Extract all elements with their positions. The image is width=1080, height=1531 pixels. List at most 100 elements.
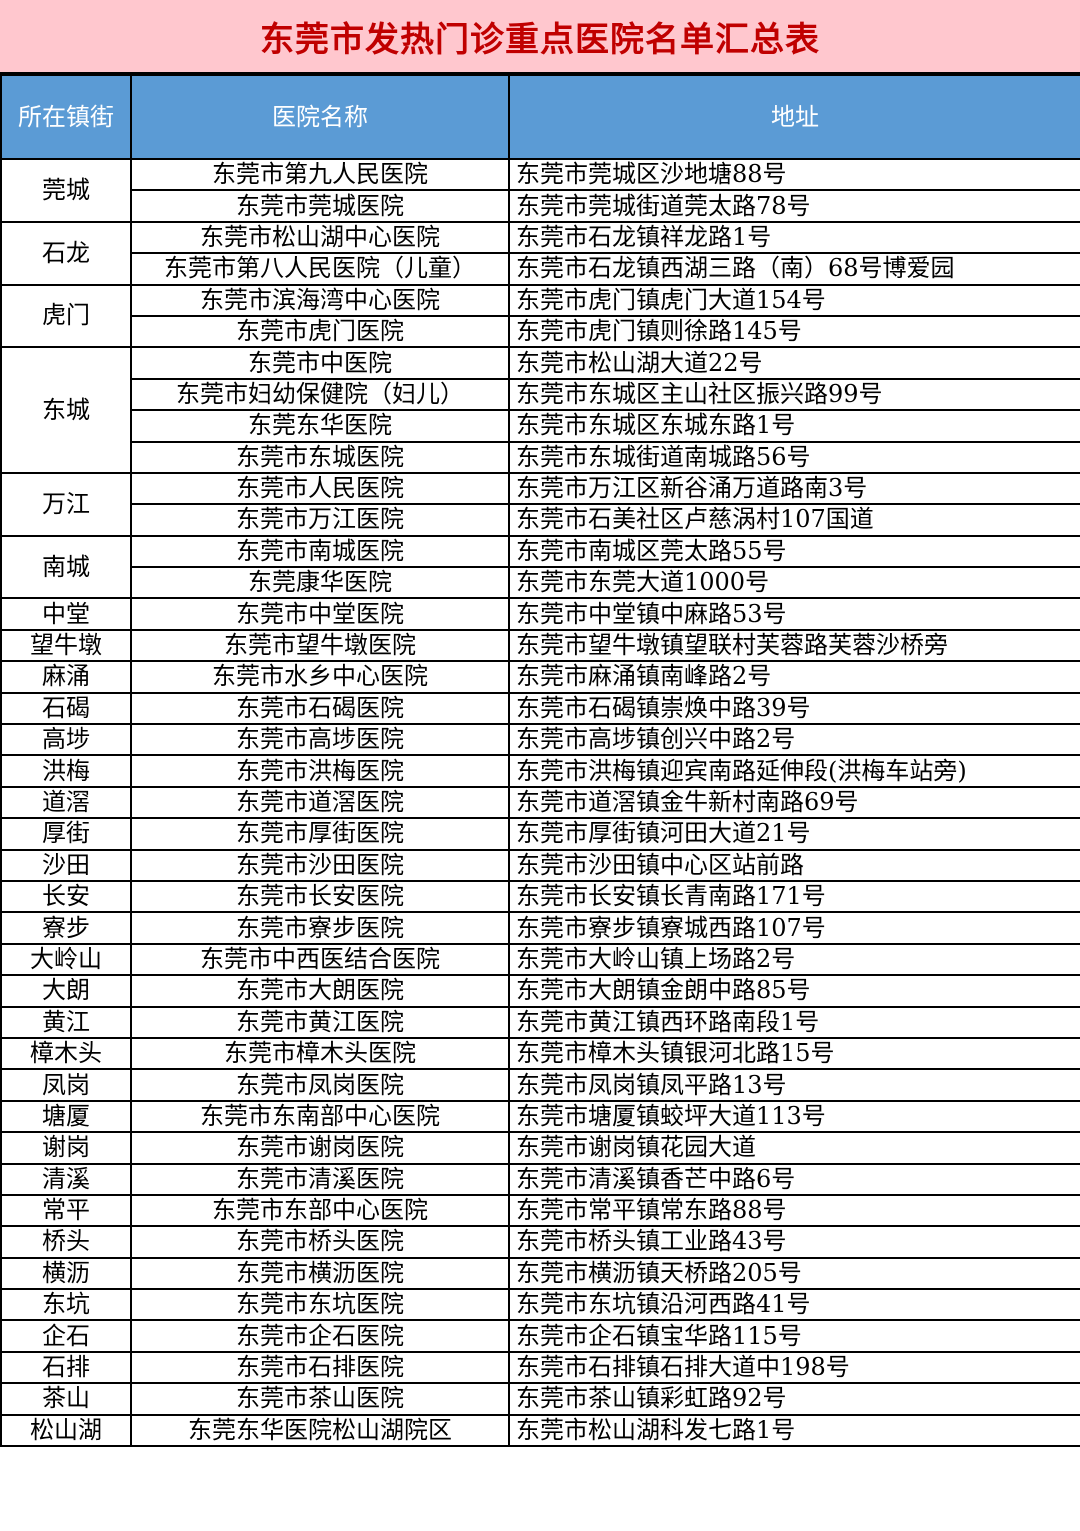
table-row: 横沥 东莞市横沥医院 东莞市横沥镇天桥路205号 <box>0 1256 1080 1291</box>
town-cell: 石龙 <box>0 220 132 286</box>
address-cell: 东莞市道滘镇金牛新村南路69号 <box>508 785 1080 820</box>
town-cell: 清溪 <box>0 1162 132 1196</box>
town-cell: 长安 <box>0 879 132 914</box>
town-cell: 莞城 <box>0 158 132 223</box>
hospital-name-cell: 东莞市莞城医院 <box>130 189 510 223</box>
hospital-name-cell: 东莞东华医院松山湖院区 <box>130 1413 510 1448</box>
town-cell: 茶山 <box>0 1382 132 1416</box>
town-cell: 大岭山 <box>0 942 132 977</box>
table-row: 松山湖 东莞东华医院松山湖院区 东莞市松山湖科发七路1号 <box>0 1413 1080 1448</box>
table-row: 麻涌 东莞市水乡中心医院 东莞市麻涌镇南峰路2号 <box>0 660 1080 694</box>
town-cell: 中堂 <box>0 597 132 631</box>
address-cell: 东莞市莞城区沙地塘88号 <box>508 157 1080 192</box>
address-cell: 东莞市中堂镇中麻路53号 <box>508 597 1080 631</box>
hospital-name-cell: 东莞市石碣医院 <box>130 691 510 726</box>
address-cell: 东莞市清溪镇香芒中路6号 <box>508 1162 1080 1196</box>
table-row: 南城 东莞市南城医院 东莞市南城区莞太路55号 <box>0 534 1080 600</box>
hospital-name-cell: 东莞市道滘医院 <box>130 785 510 820</box>
hospital-name-cell: 东莞市人民医院 <box>130 471 510 506</box>
address-cell: 东莞市黄江镇西环路南段1号 <box>508 1005 1080 1039</box>
address-cell: 东莞市莞城街道莞太路78号 <box>508 189 1080 223</box>
table-row: 道滘 东莞市道滘医院 东莞市道滘镇金牛新村南路69号 <box>0 785 1080 820</box>
table-header-row: 所在镇街 医院名称 地址 <box>0 74 1080 160</box>
hospital-name-cell: 东莞市望牛墩医院 <box>130 628 510 663</box>
address-cell: 东莞市洪梅镇迎宾南路延伸段(洪梅车站旁) <box>508 754 1080 788</box>
hospital-table: 所在镇街 医院名称 地址 莞城 东莞市第九人民医院 东莞市莞城区沙地塘88号 东莞市莞… <box>0 74 1080 1448</box>
town-cell: 寮步 <box>0 911 132 945</box>
hospital-name-cell: 东莞市谢岗医院 <box>130 1131 510 1165</box>
town-cell: 高埗 <box>0 723 132 757</box>
hospital-name-cell: 东莞市石排医院 <box>130 1350 510 1385</box>
table-row: 常平 东莞市东部中心医院 东莞市常平镇常东路88号 <box>0 1193 1080 1228</box>
hospital-name-cell: 东莞市高埗医院 <box>130 723 510 757</box>
address-cell: 东莞市樟木头镇银河北路15号 <box>508 1036 1080 1071</box>
town-cell: 麻涌 <box>0 660 132 694</box>
town-cell: 樟木头 <box>0 1036 132 1071</box>
table-row: 沙田 东莞市沙田医院 东莞市沙田镇中心区站前路 <box>0 848 1080 882</box>
town-cell: 洪梅 <box>0 754 132 788</box>
hospital-name-cell: 东莞市长安医院 <box>130 879 510 914</box>
town-cell: 南城 <box>0 534 132 600</box>
hospital-name-cell: 东莞市第九人民医院 <box>130 157 510 192</box>
table-row: 高埗 东莞市高埗医院 东莞市高埗镇创兴中路2号 <box>0 723 1080 757</box>
address-cell: 东莞市石排镇石排大道中198号 <box>508 1350 1080 1385</box>
page-title: 东莞市发热门诊重点医院名单汇总表 <box>0 0 1080 74</box>
town-cell: 企石 <box>0 1319 132 1353</box>
table-row: 大朗 东莞市大朗医院 东莞市大朗镇金朗中路85号 <box>0 974 1080 1008</box>
hospital-name-cell: 东莞市水乡中心医院 <box>130 660 510 694</box>
hospital-name-cell: 东莞市东南部中心医院 <box>130 1099 510 1134</box>
column-header-hospital-name: 医院名称 <box>130 74 510 160</box>
address-cell: 东莞市万江区新谷涌万道路南3号 <box>508 471 1080 506</box>
town-cell: 石碣 <box>0 691 132 726</box>
table-row: 塘厦 东莞市东南部中心医院 东莞市塘厦镇蛟坪大道113号 <box>0 1099 1080 1134</box>
table-row: 大岭山 东莞市中西医结合医院 东莞市大岭山镇上场路2号 <box>0 942 1080 977</box>
column-header-address: 地址 <box>508 74 1080 160</box>
table-row: 东莞市虎门医院 东莞市虎门镇则徐路145号 <box>1 315 1080 349</box>
address-cell: 东莞市高埗镇创兴中路2号 <box>508 723 1080 757</box>
table-row: 东莞市东城医院 东莞市东城街道南城路56号 <box>1 441 1080 474</box>
address-cell: 东莞市企石镇宝华路115号 <box>508 1319 1080 1353</box>
table-row: 凤岗 东莞市凤岗医院 东莞市凤岗镇凤平路13号 <box>0 1068 1080 1102</box>
town-cell: 谢岗 <box>0 1131 132 1165</box>
address-cell: 东莞市厚街镇河田大道21号 <box>508 817 1080 851</box>
town-cell: 道滘 <box>0 785 132 820</box>
hospital-name-cell: 东莞市沙田医院 <box>130 848 510 882</box>
table-row: 东莞市莞城医院 东莞市莞城街道莞太路78号 <box>1 189 1080 223</box>
town-cell: 万江 <box>0 471 132 537</box>
town-cell: 横沥 <box>0 1256 132 1291</box>
address-cell: 东莞市长安镇长青南路171号 <box>508 879 1080 914</box>
table-row: 茶山 东莞市茶山医院 东莞市茶山镇彩虹路92号 <box>0 1382 1080 1416</box>
table-row: 石龙 东莞市松山湖中心医院 东莞市石龙镇祥龙路1号 <box>0 220 1080 286</box>
table-row: 长安 东莞市长安医院 东莞市长安镇长青南路171号 <box>0 879 1080 914</box>
address-cell: 东莞市石龙镇祥龙路1号 <box>508 220 1080 255</box>
hospital-name-cell: 东莞市东坑医院 <box>130 1288 510 1322</box>
address-cell: 东莞市松山湖科发七路1号 <box>508 1413 1080 1448</box>
table-row: 清溪 东莞市清溪医院 东莞市清溪镇香芒中路6号 <box>0 1162 1080 1196</box>
hospital-name-cell: 东莞市凤岗医院 <box>130 1068 510 1102</box>
hospital-name-cell: 东莞市桥头医院 <box>130 1225 510 1259</box>
address-cell: 东莞市桥头镇工业路43号 <box>508 1225 1080 1259</box>
hospital-name-cell: 东莞市第八人民医院（儿童） <box>130 252 510 286</box>
table-row: 东莞市万江医院 东莞市石美社区卢慈涡村107国道 <box>1 503 1080 537</box>
table-row: 莞城 东莞市第九人民医院 东莞市莞城区沙地塘88号 <box>0 157 1080 223</box>
hospital-name-cell: 东莞市黄江医院 <box>130 1005 510 1039</box>
hospital-name-cell: 东莞市中堂医院 <box>130 597 510 631</box>
hospital-name-cell: 东莞市企石医院 <box>130 1319 510 1353</box>
table-row: 东莞东华医院 东莞市东城区东城东路1号 <box>1 409 1080 443</box>
table-row: 东莞康华医院 东莞市东莞大道1000号 <box>1 566 1080 600</box>
address-cell: 东莞市东城区东城东路1号 <box>508 409 1080 443</box>
address-cell: 东莞市南城区莞太路55号 <box>508 534 1080 569</box>
table-row: 黄江 东莞市黄江医院 东莞市黄江镇西环路南段1号 <box>0 1005 1080 1039</box>
hospital-name-cell: 东莞东华医院 <box>130 409 510 443</box>
address-cell: 东莞市横沥镇天桥路205号 <box>508 1256 1080 1291</box>
address-cell: 东莞市虎门镇则徐路145号 <box>508 315 1080 349</box>
address-cell: 东莞市塘厦镇蛟坪大道113号 <box>508 1099 1080 1134</box>
hospital-name-cell: 东莞市清溪医院 <box>130 1162 510 1196</box>
address-cell: 东莞市望牛墩镇望联村芙蓉路芙蓉沙桥旁 <box>508 628 1080 663</box>
town-cell: 桥头 <box>0 1225 132 1259</box>
table-row: 东坑 东莞市东坑医院 东莞市东坑镇沿河西路41号 <box>0 1288 1080 1322</box>
column-header-town: 所在镇街 <box>0 74 132 160</box>
table-row: 樟木头 东莞市樟木头医院 东莞市樟木头镇银河北路15号 <box>0 1036 1080 1071</box>
hospital-name-cell: 东莞市横沥医院 <box>130 1256 510 1291</box>
town-cell: 沙田 <box>0 848 132 882</box>
